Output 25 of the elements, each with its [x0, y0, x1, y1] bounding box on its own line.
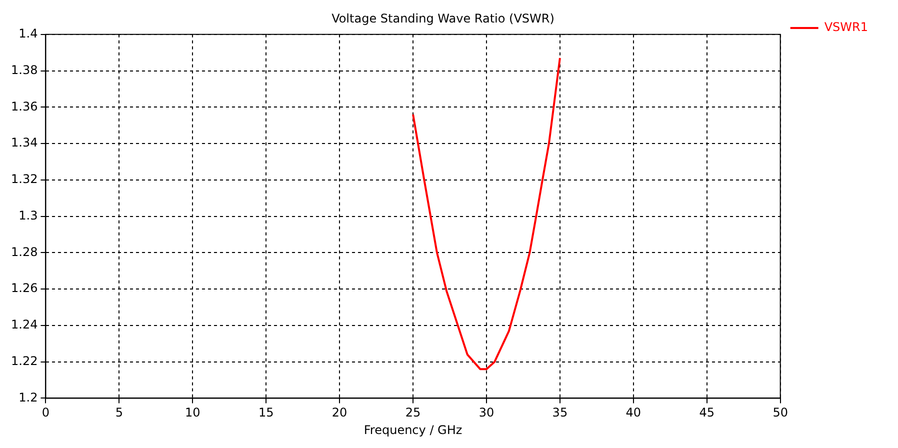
y-tick-label: 1.32	[11, 172, 38, 186]
y-tick-label: 1.3	[18, 208, 38, 222]
chart-title: Voltage Standing Wave Ratio (VSWR)	[332, 11, 554, 26]
x-tick-label: 50	[772, 406, 788, 420]
y-tick-label: 1.24	[11, 318, 38, 332]
y-tick-label: 1.36	[11, 99, 38, 114]
x-tick-label: 40	[626, 406, 642, 420]
y-tick-label: 1.26	[11, 281, 38, 296]
x-tick-label: 35	[552, 406, 568, 420]
x-tick-label: 45	[699, 406, 715, 420]
y-tick-label: 1.38	[11, 62, 38, 77]
legend-label: VSWR1	[824, 20, 868, 34]
y-tick-label: 1.22	[11, 354, 38, 368]
x-tick-label: 5	[115, 406, 123, 420]
y-tick-label: 1.2	[18, 390, 38, 404]
x-tick-label: 0	[42, 406, 50, 420]
x-tick-label: 20	[332, 406, 348, 420]
x-axis-title: Frequency / GHz	[364, 422, 462, 437]
y-tick-label: 1.28	[11, 244, 38, 259]
y-tick-label: 1.34	[11, 136, 38, 150]
y-tick-label: 1.4	[18, 26, 38, 41]
x-tick-label: 15	[258, 406, 274, 420]
x-tick-label: 10	[185, 406, 200, 420]
x-tick-label: 25	[405, 406, 421, 420]
x-tick-label: 30	[478, 406, 494, 420]
